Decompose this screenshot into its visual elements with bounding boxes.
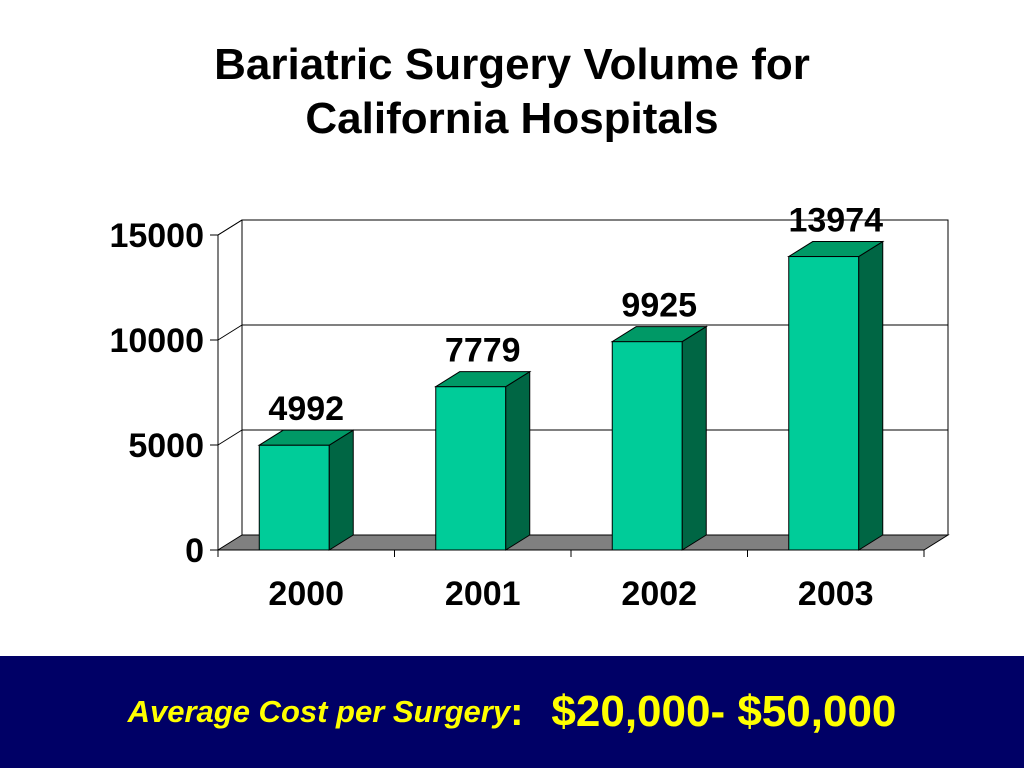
bar-front <box>611 341 683 551</box>
y-gridline-side <box>217 324 243 341</box>
data-label: 13974 <box>788 202 883 240</box>
average-cost-value: $20,000- $50,000 <box>551 687 897 736</box>
x-tick-label: 2001 <box>445 575 521 613</box>
y-tick-label: 0 <box>185 532 204 570</box>
y-tick-label: 15000 <box>109 217 204 255</box>
y-gridline-side <box>217 219 243 236</box>
bar-front <box>258 444 330 551</box>
y-tick-label: 5000 <box>128 427 204 465</box>
bar-top <box>610 326 708 343</box>
x-tick-label: 2003 <box>798 575 874 613</box>
bar-front <box>435 386 507 551</box>
bar-chart: 0 5000 10000 15000 4992 2000 7779 2001 9925 2002 1… <box>109 202 950 613</box>
bar-side <box>505 370 531 551</box>
average-cost-colon: : <box>510 689 524 734</box>
chart-title-line-2: California Hospitals <box>305 94 719 143</box>
chart-title-line-1: Bariatric Surgery Volume for <box>214 40 810 89</box>
data-label: 7779 <box>445 332 521 370</box>
bar-top <box>787 241 885 258</box>
data-label: 9925 <box>621 287 697 325</box>
chart-title: Bariatric Surgery Volume for California … <box>0 38 1024 146</box>
bar-top <box>434 371 532 388</box>
bar-front <box>788 256 860 551</box>
bar-side <box>858 240 884 551</box>
y-gridline-side <box>217 429 243 446</box>
average-cost-label: Average Cost per Surgery <box>127 694 511 729</box>
data-label: 4992 <box>268 390 344 428</box>
x-tick-label: 2000 <box>268 575 344 613</box>
bar-side <box>328 429 354 551</box>
x-tick-label: 2002 <box>621 575 697 613</box>
bar-side <box>681 325 707 551</box>
footer-banner: Average Cost per Surgery: $20,000- $50,00… <box>0 656 1024 768</box>
bar-top <box>257 429 355 446</box>
footer-text: Average Cost per Surgery: $20,000- $50,00… <box>0 656 1024 768</box>
y-tick-label: 10000 <box>109 322 204 360</box>
